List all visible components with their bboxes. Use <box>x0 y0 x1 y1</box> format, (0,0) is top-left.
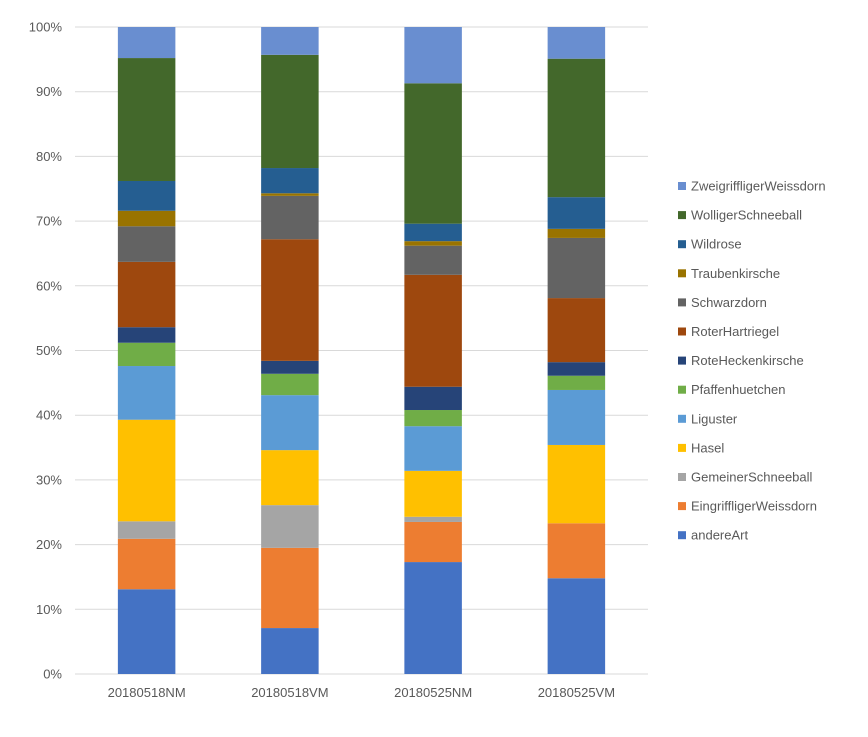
bar-segment <box>404 410 462 427</box>
bar-segment <box>117 226 176 262</box>
bar-segment <box>547 362 606 376</box>
bar-segment <box>117 538 176 590</box>
legend-swatch <box>678 414 686 423</box>
bar-segment <box>404 245 462 275</box>
bar-segment <box>261 360 319 374</box>
bar-segment <box>547 58 606 198</box>
bar-segment <box>117 58 176 181</box>
bar-segment <box>261 239 319 361</box>
bar-segment <box>117 521 176 539</box>
bar-segment <box>547 523 606 579</box>
bar-segment <box>117 342 176 367</box>
legend-swatch <box>678 473 686 481</box>
y-tick-label: 40% <box>36 408 62 423</box>
legend-swatch <box>678 443 686 452</box>
bar-segment <box>547 228 606 238</box>
bar-segment <box>404 241 462 246</box>
bar-segment <box>404 83 462 224</box>
bar-segment <box>404 521 462 563</box>
bar-segment <box>117 419 176 522</box>
legend-swatch <box>678 385 686 394</box>
legend-swatch <box>678 269 686 278</box>
bar-segment <box>261 195 319 240</box>
y-tick-label: 20% <box>36 537 62 552</box>
legend-label: RoteHeckenkirsche <box>691 353 804 368</box>
bar-segment <box>261 628 319 674</box>
legend-label: RoterHartriegel <box>691 324 779 339</box>
bar-segment <box>261 54 319 169</box>
y-tick-label: 100% <box>29 20 63 35</box>
y-tick-label: 80% <box>36 149 62 164</box>
bar-segment <box>547 237 606 299</box>
bar-segment <box>547 375 606 390</box>
bar-segment <box>547 298 606 363</box>
bar-segment <box>117 210 176 227</box>
bar-segment <box>261 547 319 629</box>
bar-segment <box>404 274 462 387</box>
bar-segment <box>117 589 176 674</box>
legend-label: GemeinerSchneeball <box>691 470 813 485</box>
legend-swatch <box>678 240 686 249</box>
bar-segment <box>404 27 462 84</box>
y-tick-label: 60% <box>36 278 62 293</box>
x-tick-label: 20180518NM <box>108 685 186 700</box>
bar-segment <box>547 578 606 674</box>
legend-swatch <box>678 356 686 365</box>
bar-segment <box>404 426 462 471</box>
legend-label: Liguster <box>691 411 738 426</box>
legend-label: Pfaffenhuetchen <box>691 382 785 397</box>
bar-segment <box>547 444 606 524</box>
legend-label: EingriffligerWeissdorn <box>691 499 817 514</box>
bar-segment <box>261 505 319 548</box>
y-tick-label: 30% <box>36 472 62 487</box>
legend-label: Schwarzdorn <box>691 295 767 310</box>
bar-segment <box>117 366 176 420</box>
bar-segment <box>261 168 319 194</box>
y-tick-label: 50% <box>36 343 62 358</box>
bar-segment <box>547 27 606 59</box>
bar-segment <box>404 470 462 517</box>
x-tick-label: 20180518VM <box>251 685 328 700</box>
bar-segment <box>404 386 462 411</box>
legend-swatch <box>678 298 686 307</box>
legend-label: Wildrose <box>691 237 742 252</box>
bar-segment <box>547 197 606 229</box>
bar-segment <box>261 193 319 196</box>
bar-segment <box>117 327 176 343</box>
legend-swatch <box>678 531 686 540</box>
legend-label: Traubenkirsche <box>691 266 780 281</box>
bar-segment <box>117 27 176 59</box>
legend-swatch <box>678 502 686 511</box>
legend-swatch <box>678 182 686 190</box>
bar-segment <box>117 261 176 328</box>
legend-label: andereArt <box>691 528 748 543</box>
y-tick-label: 90% <box>36 84 62 99</box>
bar-segment <box>261 27 319 55</box>
x-tick-label: 20180525VM <box>538 685 615 700</box>
legend-swatch <box>678 327 686 336</box>
legend-label: ZweigriffligerWeissdorn <box>691 179 826 194</box>
bar-segment <box>117 180 176 211</box>
y-tick-label: 10% <box>36 602 62 617</box>
y-tick-label: 0% <box>43 667 62 682</box>
bar-segment <box>404 223 462 242</box>
bar-segment <box>261 395 319 451</box>
legend-swatch <box>678 211 686 220</box>
legend-label: Hasel <box>691 440 724 455</box>
bar-segment <box>404 562 462 674</box>
bar-segment <box>261 373 319 396</box>
x-tick-label: 20180525NM <box>394 685 472 700</box>
y-tick-label: 70% <box>36 214 62 229</box>
legend-label: WolligerSchneeball <box>691 208 802 223</box>
bar-segment <box>261 450 319 506</box>
bar-segment <box>404 516 462 522</box>
bar-segment <box>547 389 606 445</box>
